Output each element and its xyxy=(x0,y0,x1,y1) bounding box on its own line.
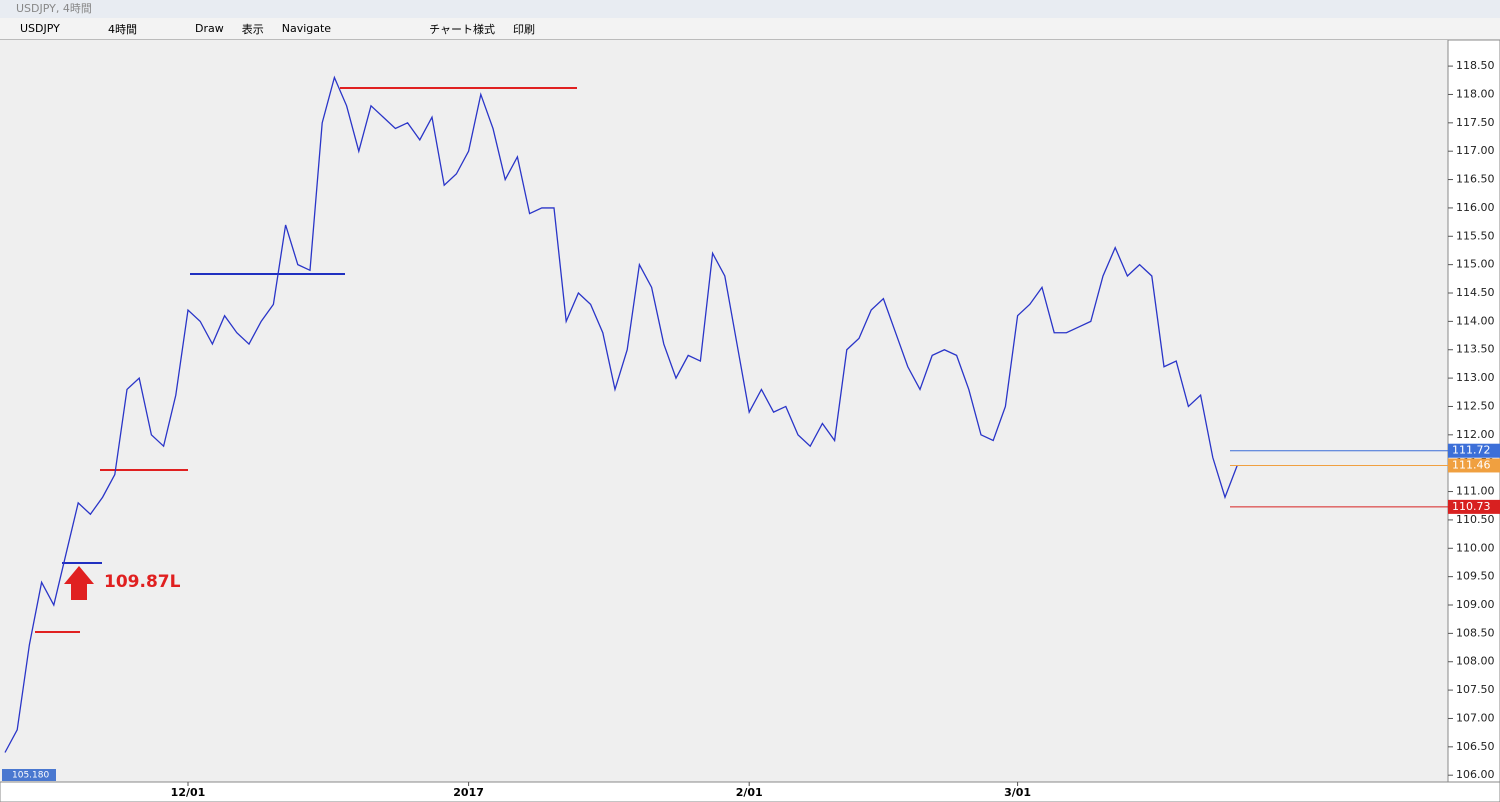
y-tick-label: 113.50 xyxy=(1456,343,1495,356)
y-tick-label: 112.50 xyxy=(1456,399,1495,412)
plot-area xyxy=(0,40,1448,782)
symbol-select[interactable]: USDJPY xyxy=(20,22,60,35)
y-tick-label: 110.50 xyxy=(1456,513,1495,526)
y-tick-label: 111.00 xyxy=(1456,485,1495,498)
navigate-menu[interactable]: Navigate xyxy=(281,22,332,35)
y-tick-label: 117.50 xyxy=(1456,116,1495,129)
chart: 106.00 106.50 107.00 107.50 108.00 108.50 109.… xyxy=(0,40,1500,802)
y-tick-label: 107.50 xyxy=(1456,683,1495,696)
price-line xyxy=(4,75,1238,753)
style-menu[interactable]: チャート様式 xyxy=(429,22,495,36)
y-tick-label: 118.00 xyxy=(1456,87,1495,100)
x-tick-label: 2017 xyxy=(453,786,484,799)
y-tick-label: 107.00 xyxy=(1456,711,1495,724)
y-tick-label: 116.50 xyxy=(1456,173,1495,186)
y-tick-label: 114.00 xyxy=(1456,314,1495,327)
y-tick-label: 108.00 xyxy=(1456,655,1495,668)
level-label: 110.73 xyxy=(1452,500,1491,513)
level-label: 111.46 xyxy=(1452,458,1491,471)
y-tick-label: 106.50 xyxy=(1456,740,1495,753)
price-axis xyxy=(1447,40,1500,783)
level-tag xyxy=(1448,458,1500,473)
arrow-head xyxy=(64,566,94,584)
y-tick-label: 116.00 xyxy=(1456,201,1495,214)
print-menu[interactable]: 印刷 xyxy=(512,22,535,36)
level-label: 111.72 xyxy=(1452,444,1491,457)
draw-menu[interactable]: Draw xyxy=(195,22,224,35)
y-tick-label: 114.50 xyxy=(1456,286,1495,299)
timeframe-select[interactable]: 4時間 xyxy=(108,22,137,36)
x-tick-label: 12/01 xyxy=(171,786,206,799)
toolbar: USDJPY 4時間 Draw 表示 Navigate チャート様式 印刷 xyxy=(0,18,1500,40)
y-tick-label: 110.00 xyxy=(1456,541,1495,554)
arrow-body xyxy=(71,584,87,600)
low-tag: 105.180 xyxy=(12,771,49,781)
y-tick-label: 117.00 xyxy=(1456,144,1495,157)
level-tag xyxy=(1448,499,1500,514)
annotation: 109.87L xyxy=(104,572,181,592)
x-tick-label: 3/01 xyxy=(1004,786,1031,799)
y-tick-label: 106.00 xyxy=(1456,768,1495,781)
y-tick-label: 109.50 xyxy=(1456,570,1495,583)
level-tag xyxy=(1448,443,1500,458)
y-tick-label: 108.50 xyxy=(1456,626,1495,639)
title-bar: USDJPY, 4時間 xyxy=(0,0,1500,18)
low-tag-box xyxy=(2,769,56,781)
time-axis xyxy=(0,781,1500,802)
window-title: USDJPY, 4時間 xyxy=(16,2,92,15)
y-tick-label: 113.00 xyxy=(1456,371,1495,384)
y-tick-label: 115.50 xyxy=(1456,229,1495,242)
y-tick-label: 118.50 xyxy=(1456,59,1495,72)
y-tick-label: 109.00 xyxy=(1456,598,1495,611)
y-tick-label: 115.00 xyxy=(1456,258,1495,271)
view-menu[interactable]: 表示 xyxy=(241,22,264,36)
x-tick-label: 2/01 xyxy=(736,786,763,799)
y-tick-label: 112.00 xyxy=(1456,428,1495,441)
